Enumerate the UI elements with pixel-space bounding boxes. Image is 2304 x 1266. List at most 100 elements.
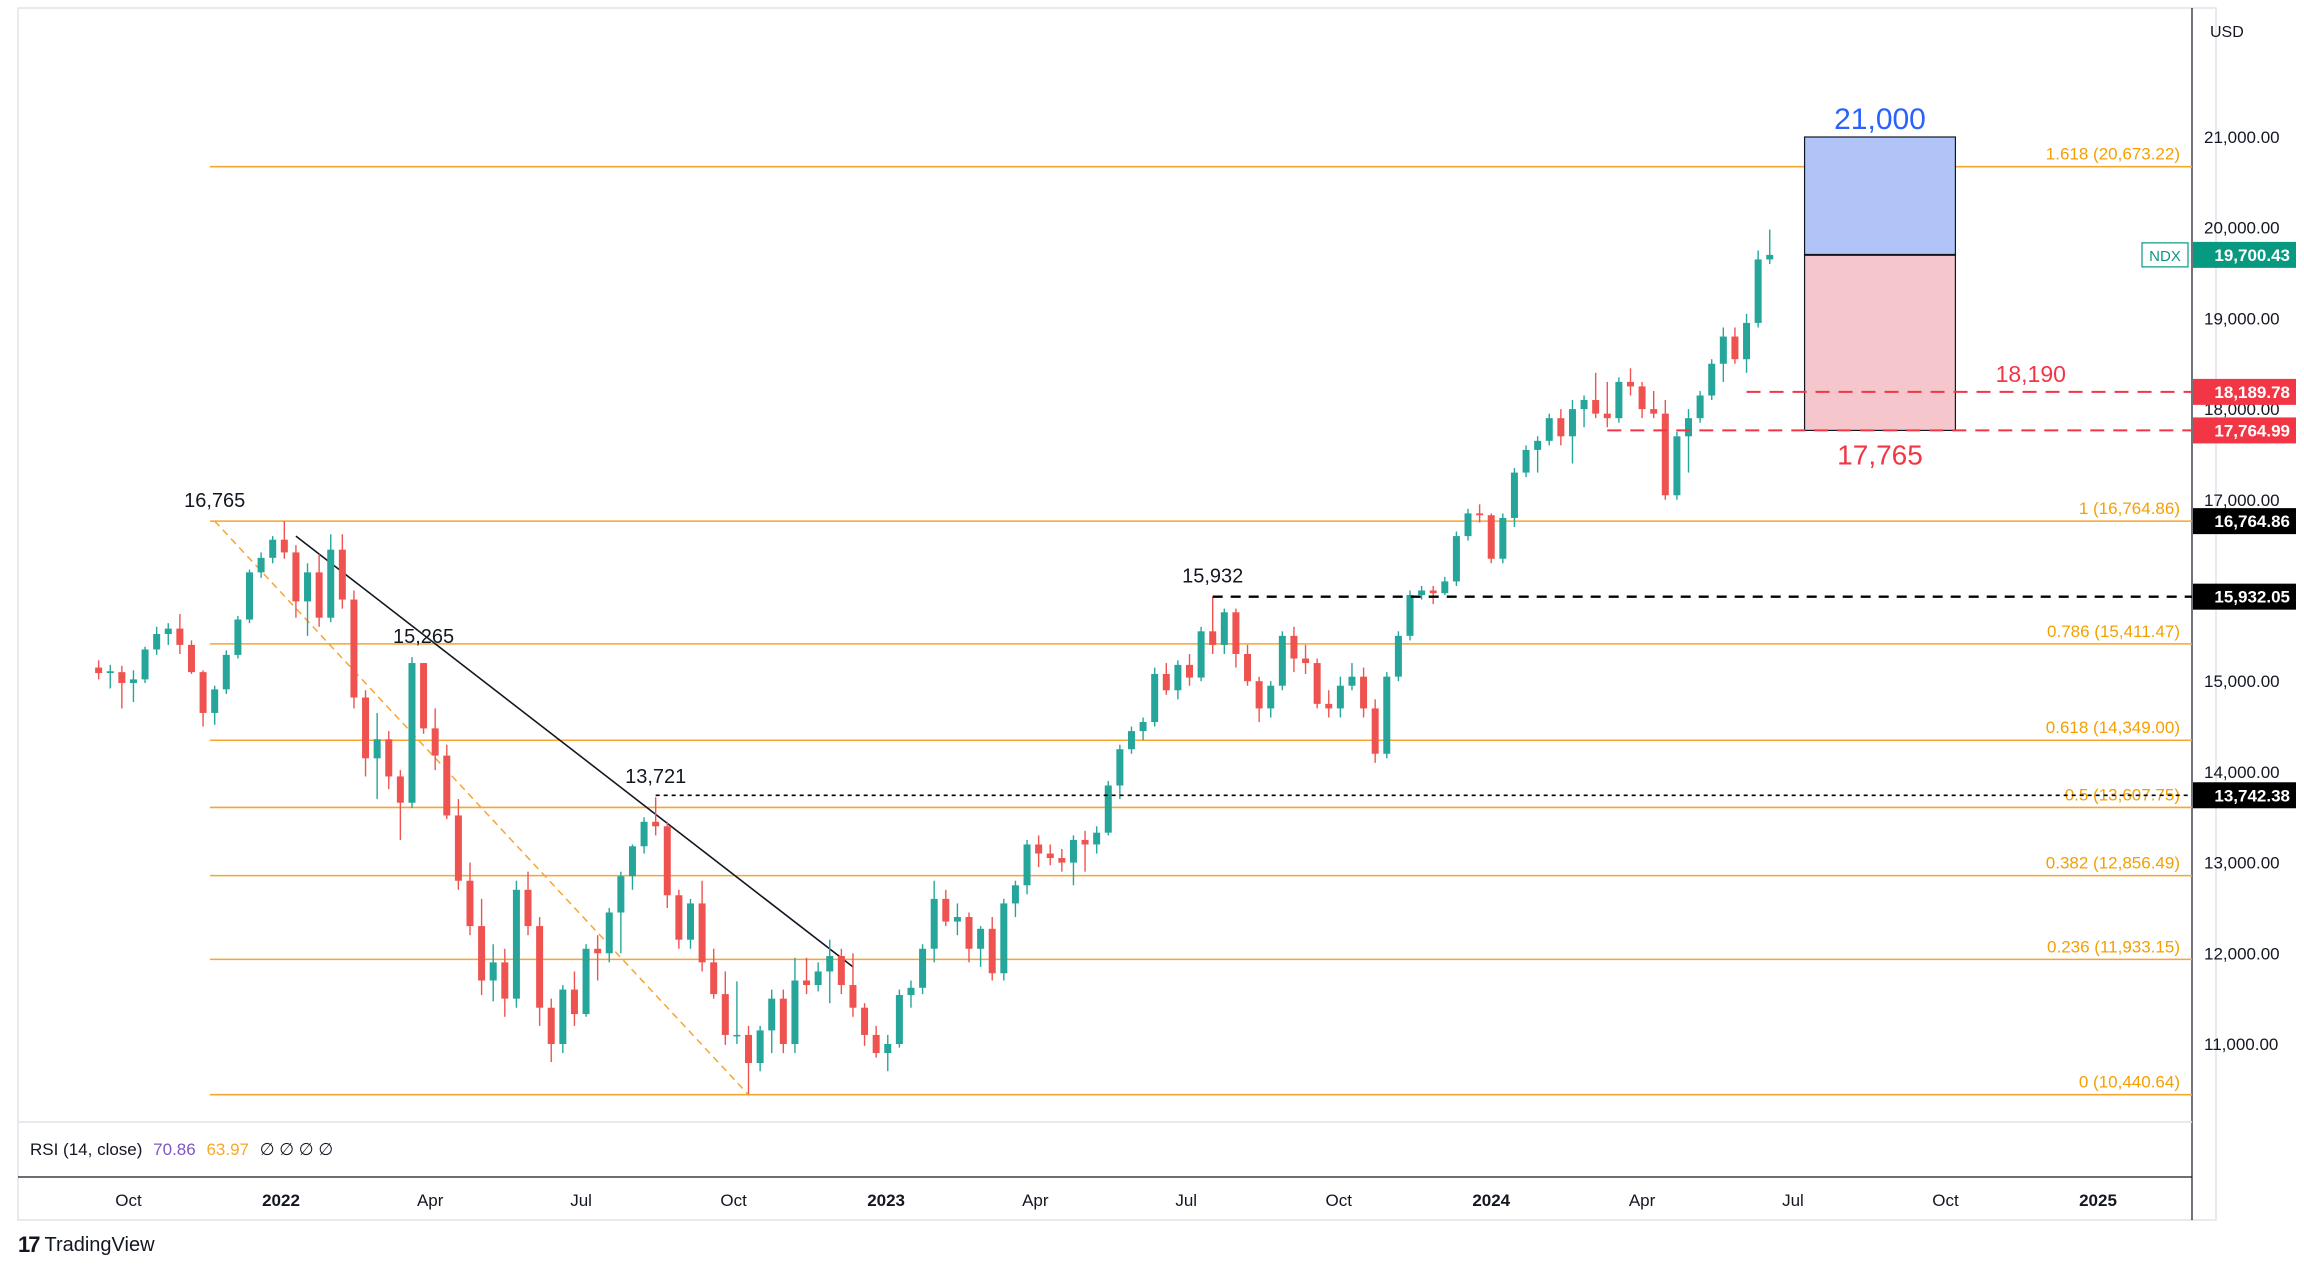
candle-body bbox=[222, 654, 230, 690]
candle-body bbox=[1209, 631, 1217, 645]
downtrend-line bbox=[295, 535, 854, 968]
candle-body bbox=[327, 549, 335, 618]
candle-body bbox=[814, 971, 822, 986]
x-tick-label: Oct bbox=[720, 1191, 747, 1210]
candle-body bbox=[362, 697, 370, 759]
x-tick-label: Oct bbox=[1932, 1191, 1959, 1210]
candle-body bbox=[408, 663, 416, 803]
annotation-label: 16,765 bbox=[184, 490, 245, 512]
candle-body bbox=[466, 880, 474, 927]
candle-body bbox=[1418, 590, 1426, 596]
candle-body bbox=[1313, 663, 1321, 704]
candle-body bbox=[304, 572, 312, 602]
y-tick-label: 12,000.00 bbox=[2204, 944, 2280, 963]
candle-body bbox=[1011, 885, 1019, 904]
candle-body bbox=[1290, 635, 1298, 659]
candle-body bbox=[1545, 418, 1553, 441]
price-label-box bbox=[2193, 417, 2296, 444]
candle-body bbox=[118, 672, 126, 684]
candle-body bbox=[454, 815, 462, 881]
x-tick-label: 2024 bbox=[1472, 1191, 1510, 1210]
candle-body bbox=[211, 689, 219, 713]
price-label: 16,764.86 bbox=[2214, 512, 2290, 531]
horizontal-levels bbox=[655, 390, 2192, 797]
candle-body bbox=[95, 667, 103, 674]
tradingview-logo[interactable]: 17 TradingView bbox=[18, 1232, 155, 1258]
target-box-risk bbox=[1803, 254, 1957, 432]
candle-body bbox=[1731, 336, 1739, 360]
candle-body bbox=[1139, 722, 1147, 732]
candle-body bbox=[1754, 259, 1762, 323]
candle-body bbox=[1638, 386, 1646, 410]
rsi-ma-value: 63.97 bbox=[206, 1140, 249, 1159]
price-axis[interactable]: 21,000.0020,000.0019,000.0017,000.0016,0… bbox=[2141, 128, 2296, 1054]
rsi-extra-values: ∅ ∅ ∅ ∅ bbox=[259, 1140, 334, 1159]
chart-border bbox=[17, 7, 2217, 1221]
y-tick-label: 11,000.00 bbox=[2204, 1035, 2278, 1054]
candle-body bbox=[605, 912, 613, 954]
target-box[interactable] bbox=[1803, 136, 1957, 432]
x-tick-label: 2022 bbox=[262, 1191, 300, 1210]
candle-body bbox=[1615, 381, 1623, 419]
candle-body bbox=[129, 679, 137, 684]
candle-body bbox=[478, 926, 486, 981]
candle-body bbox=[919, 948, 927, 988]
x-tick-label: Jul bbox=[570, 1191, 592, 1210]
candle-body bbox=[547, 1007, 555, 1044]
candle-body bbox=[872, 1034, 880, 1054]
x-tick-label: Oct bbox=[115, 1191, 142, 1210]
time-axis[interactable]: Oct 2022 Apr Jul Oct 2023 Apr Jul Oct 2024 Apr Jul O… bbox=[115, 1191, 2117, 1210]
candle-body bbox=[1476, 513, 1484, 516]
candles bbox=[95, 229, 1774, 1094]
y-tick-label: 20,000.00 bbox=[2204, 219, 2280, 238]
candle-body bbox=[988, 928, 996, 974]
candle-body bbox=[199, 672, 207, 713]
symbol-tag: NDX bbox=[2149, 248, 2181, 265]
candle-body bbox=[953, 917, 961, 922]
candle-body bbox=[1534, 440, 1542, 450]
candle-body bbox=[315, 572, 323, 618]
candle-body bbox=[1174, 664, 1182, 691]
price-label: 15,932.05 bbox=[2214, 588, 2290, 607]
candle-body bbox=[1650, 409, 1658, 414]
candle-body bbox=[652, 821, 660, 827]
currency-label: USD bbox=[2210, 24, 2244, 41]
candle-body bbox=[628, 846, 636, 877]
candle-body bbox=[524, 889, 532, 927]
candle-body bbox=[106, 671, 114, 674]
candle-body bbox=[570, 989, 578, 1015]
tradingview-logo-icon: 17 bbox=[18, 1232, 41, 1257]
target-box-profit bbox=[1803, 136, 1957, 256]
x-tick-label: 2023 bbox=[867, 1191, 905, 1210]
candle-body bbox=[1603, 413, 1611, 419]
annotation-label: 13,721 bbox=[625, 766, 686, 788]
candle-body bbox=[826, 956, 834, 972]
x-tick-label: Apr bbox=[417, 1191, 444, 1210]
candle-body bbox=[1302, 658, 1310, 664]
price-label-box bbox=[2193, 583, 2296, 610]
candle-body bbox=[1696, 395, 1704, 419]
candle-body bbox=[1452, 536, 1460, 582]
candle-body bbox=[965, 917, 973, 949]
candle-body bbox=[257, 557, 265, 573]
candle-body bbox=[768, 998, 776, 1031]
candle-body bbox=[280, 539, 288, 553]
rsi-value: 70.86 bbox=[153, 1140, 196, 1159]
candle-body bbox=[1255, 681, 1263, 709]
candle-body bbox=[1568, 409, 1576, 437]
candle-body bbox=[849, 985, 857, 1008]
candle-body bbox=[710, 962, 718, 995]
candle-body bbox=[1592, 400, 1600, 414]
candle-body bbox=[1766, 254, 1774, 260]
candle-body bbox=[489, 962, 497, 981]
candle-body bbox=[745, 1034, 753, 1064]
candle-body bbox=[1278, 635, 1286, 686]
candle-body bbox=[1743, 322, 1751, 360]
rsi-legend[interactable]: RSI (14, close) 70.86 63.97 ∅ ∅ ∅ ∅ bbox=[30, 1140, 333, 1160]
brand-name: TradingView bbox=[44, 1233, 155, 1256]
annotation-label: 17,765 bbox=[1837, 439, 1923, 470]
candle-body bbox=[1371, 708, 1379, 754]
price-label: 18,189.78 bbox=[2214, 383, 2290, 402]
